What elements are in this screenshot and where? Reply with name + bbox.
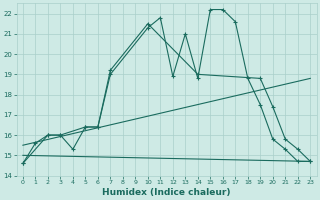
X-axis label: Humidex (Indice chaleur): Humidex (Indice chaleur) <box>102 188 231 197</box>
